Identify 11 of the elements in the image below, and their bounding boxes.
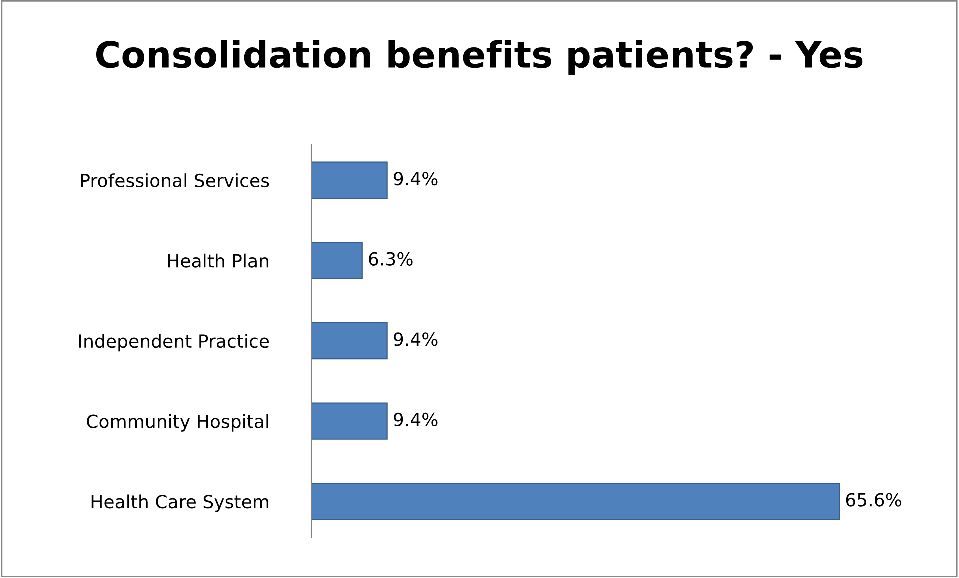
y-tick-label: Health Care System xyxy=(92,494,268,512)
data-label: 9.4% xyxy=(394,332,438,346)
data-label: 65.6% xyxy=(846,493,902,507)
y-tick-label: Professional Services xyxy=(81,174,270,188)
data-label: 9.4% xyxy=(394,172,438,186)
data-label: 9.4% xyxy=(394,412,438,427)
data-label: 6.3% xyxy=(369,252,413,266)
y-tick-label: Health Plan xyxy=(168,254,268,268)
chart-title: Consolidation benefits patients? - Yes xyxy=(96,40,863,76)
y-tick-label: Community Hospital xyxy=(87,414,268,432)
y-tick-label: Independent Practice xyxy=(79,334,270,352)
